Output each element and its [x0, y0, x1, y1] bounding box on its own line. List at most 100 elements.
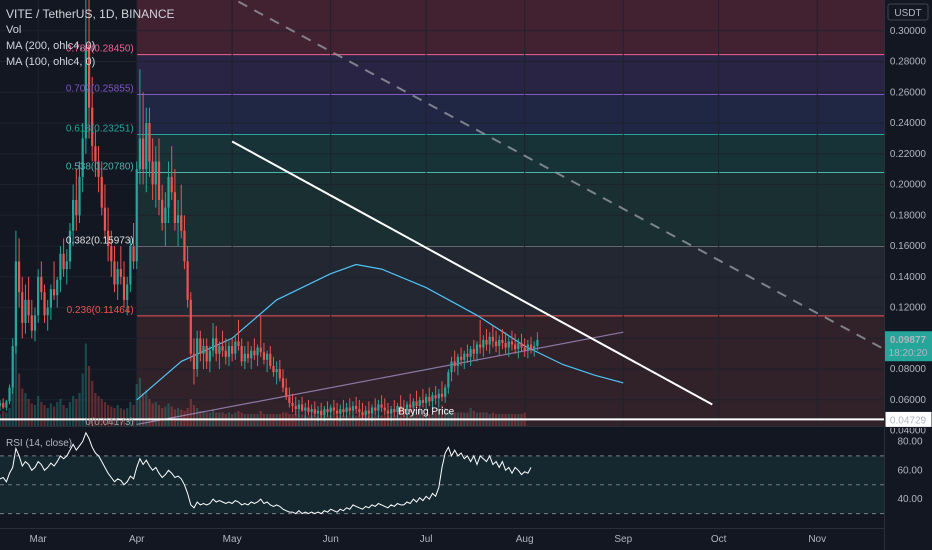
candle-body: [450, 361, 453, 373]
candle-body: [107, 230, 110, 247]
volume-bar: [310, 415, 313, 426]
candle-body: [488, 336, 491, 345]
candle-body: [386, 410, 390, 414]
candle-body: [256, 347, 259, 356]
candle-body: [444, 387, 447, 397]
candle-body: [361, 412, 364, 416]
candle-body: [409, 404, 412, 408]
price-tick-label: 0.26000: [890, 87, 927, 98]
volume-bar: [14, 336, 18, 426]
candle-body: [253, 350, 256, 356]
candle-body: [246, 353, 250, 359]
candle-body: [21, 292, 24, 323]
candle-body: [97, 161, 100, 177]
candle-body: [380, 404, 383, 408]
candle-body: [151, 161, 154, 185]
fib-zone: [136, 315, 884, 426]
volume-bar: [374, 415, 377, 426]
candle-body: [281, 378, 285, 388]
rsi-pane[interactable]: RSI (14, close): [0, 431, 884, 515]
candle-body: [240, 346, 243, 362]
currency-badge: USDT: [894, 8, 921, 19]
candle-body: [339, 409, 342, 414]
time-tick-label: Jul: [420, 534, 433, 545]
price-tick-label: 0.18000: [890, 210, 927, 221]
candle-body: [84, 46, 87, 139]
candle-body: [37, 276, 40, 316]
fib-level-label-3: 0.538(0.20780): [66, 162, 134, 173]
price-tick-label: 0.28000: [890, 57, 927, 68]
volume-bar: [62, 405, 65, 426]
candle-body: [501, 339, 504, 343]
candle-body: [472, 349, 475, 354]
candle-body: [164, 207, 167, 223]
main-price-pane[interactable]: Buying Price 0.786(0.28450) 0.702(0.25855…: [0, 0, 884, 528]
volume-bar: [40, 402, 43, 426]
candle-body: [27, 299, 30, 316]
candle-body: [335, 410, 339, 414]
indicator-ma100[interactable]: MA (100, ohlc4, 0): [6, 56, 96, 68]
volume-bar: [126, 408, 129, 426]
fib-level-label-5: 0.236(0.11464): [67, 305, 134, 316]
candle-body: [161, 199, 164, 223]
candle-body: [437, 393, 440, 399]
candle-body: [526, 344, 529, 351]
candle-body: [447, 372, 450, 388]
candle-body: [46, 307, 49, 316]
candle-body: [14, 261, 18, 347]
time-tick-label: Sep: [614, 534, 632, 545]
candle-body: [348, 407, 351, 411]
candle-body: [536, 339, 539, 347]
candle-body: [24, 299, 27, 323]
candle-body: [132, 246, 135, 262]
time-axis[interactable]: Mar Apr May Jun Jul Aug Sep Oct Nov: [30, 534, 827, 545]
candle-body: [62, 253, 65, 270]
volume-bar: [396, 415, 399, 426]
candles: [0, 0, 539, 422]
candle-body: [218, 346, 221, 354]
candle-body: [491, 336, 494, 342]
candle-body: [56, 279, 59, 296]
candle-body: [265, 353, 269, 360]
candle-body: [469, 349, 472, 357]
volume-bar: [110, 406, 113, 426]
candle-body: [189, 299, 192, 354]
candle-body: [33, 315, 37, 331]
candle-body: [316, 410, 320, 414]
fib-level-label-4: 0.382(0.15973): [66, 235, 134, 246]
candle-body: [78, 176, 81, 216]
candle-body: [119, 269, 122, 277]
price-axis[interactable]: 0.30000 0.28000 0.26000 0.24000 0.22000 0.200…: [890, 26, 927, 437]
volume-bar: [43, 405, 46, 426]
volume-bar: [100, 399, 103, 426]
candle-body: [75, 199, 78, 216]
buying-price-badge: 0.04729: [890, 415, 927, 426]
fib-level-label-6: 0(0.04173): [85, 417, 133, 428]
candle-body: [186, 261, 189, 300]
candle-body: [498, 339, 501, 347]
candle-body: [300, 404, 304, 411]
volume-bar: [297, 415, 301, 426]
buying-price-label: Buying Price: [398, 406, 455, 417]
rsi-axis[interactable]: 80.00 60.00 40.00: [897, 436, 922, 505]
candle-body: [72, 199, 75, 231]
candle-body: [370, 407, 374, 414]
time-tick-label: Oct: [711, 534, 727, 545]
indicator-ma200[interactable]: MA (200, ohlc4, 0): [6, 40, 96, 52]
candle-body: [113, 261, 116, 285]
fib-level-label-2: 0.618(0.23251): [66, 124, 134, 135]
symbol-title[interactable]: VITE / TetherUS, 1D, BINANCE: [6, 7, 175, 21]
price-tick-label: 0.30000: [890, 26, 927, 37]
candle-body: [100, 176, 103, 208]
volume-bar: [329, 415, 332, 426]
fib-level-label-0: 0.786(0.28450): [66, 44, 134, 55]
volume-bar: [132, 405, 135, 426]
candle-body: [192, 353, 196, 370]
candle-body: [17, 261, 21, 293]
candle-body: [342, 409, 345, 413]
volume-bar: [97, 396, 100, 426]
volume-bar: [355, 415, 358, 426]
candle-body: [310, 409, 313, 413]
indicator-vol[interactable]: Vol: [6, 24, 22, 36]
